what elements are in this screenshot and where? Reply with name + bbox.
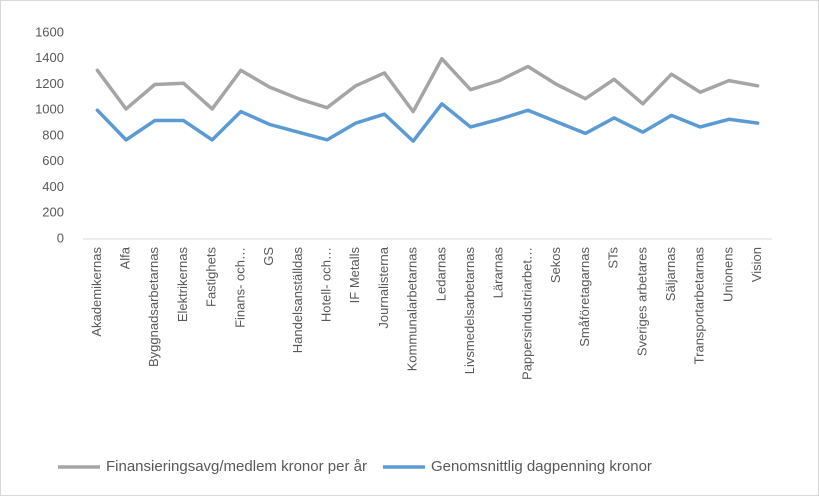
y-tick-label: 1400 (35, 50, 64, 65)
x-tick-label: Unionens (720, 247, 735, 302)
x-tick-label: Kommunalarbetarnas (405, 247, 420, 372)
x-tick-label: Småföretagarnas (577, 247, 592, 347)
y-tick-label: 800 (42, 127, 64, 142)
x-tick-label: Handelsanställdas (290, 247, 305, 354)
x-tick-label: Alfa (118, 246, 133, 269)
x-tick-label: Säljarnas (663, 247, 678, 302)
x-tick-label: GS (261, 247, 276, 266)
y-tick-label: 200 (42, 205, 64, 220)
x-tick-label: Pappersindustriarbet… (519, 247, 534, 380)
y-tick-label: 600 (42, 153, 64, 168)
x-tick-label: Vision (749, 247, 764, 282)
x-tick-label: Transportarbetarnas (692, 247, 707, 365)
y-tick-label: 0 (57, 230, 64, 245)
x-tick-label: Hotell- och… (318, 247, 333, 322)
legend-label: Finansieringsavg/medlem kronor per år (106, 458, 367, 475)
y-tick-label: 1200 (35, 76, 64, 91)
x-tick-label: Sveriges arbetares (634, 247, 649, 357)
y-tick-label: 1600 (35, 24, 64, 39)
x-tick-label: Ledarnas (433, 247, 448, 302)
series-line (95, 57, 760, 114)
y-tick-label: 1000 (35, 102, 64, 117)
x-tick-label: Sekos (548, 247, 563, 284)
x-tick-label: Finans- och… (232, 247, 247, 328)
x-tick-label: Byggnadsarbetarnas (146, 247, 161, 367)
series-line (95, 102, 760, 143)
x-tick-label: IF Metalls (347, 247, 362, 304)
x-tick-label: Lärarnas (491, 247, 506, 299)
x-tick-label: Livsmedelsarbetarnas (462, 247, 477, 375)
x-tick-label: Elektrikernas (175, 247, 190, 323)
legend-label: Genomsnittlig dagpenning kronor (431, 458, 652, 475)
x-tick-label: Fastighets (204, 247, 219, 307)
x-tick-label: Akademikernas (89, 247, 104, 337)
x-tick-label: STs (606, 247, 621, 269)
y-tick-label: 400 (42, 179, 64, 194)
x-tick-label: Journalisterna (376, 246, 391, 328)
